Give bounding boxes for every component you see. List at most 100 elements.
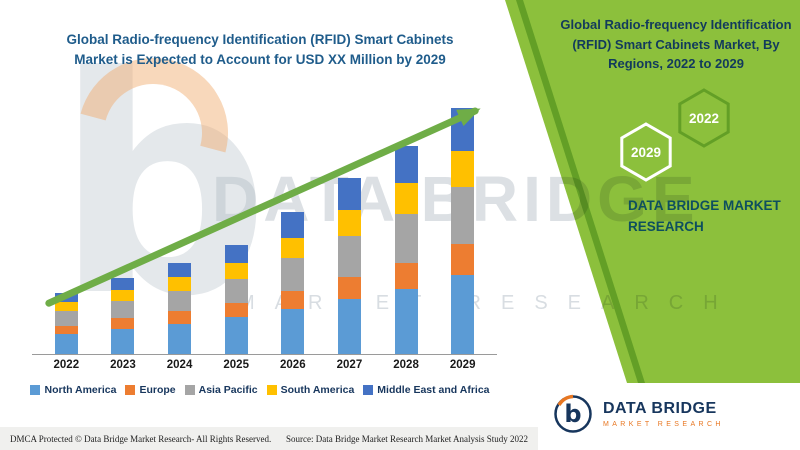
right-panel-title: Global Radio-frequency Identification (R… xyxy=(556,15,796,74)
legend-swatch xyxy=(125,385,136,395)
bar-column-2027 xyxy=(321,178,378,354)
bar-segment-asia-pacific xyxy=(111,301,135,319)
source-text: Source: Data Bridge Market Research Mark… xyxy=(286,433,528,444)
legend-label: Asia Pacific xyxy=(198,384,258,396)
bar-segment-north-america xyxy=(337,299,361,354)
bar-segment-middle-east-and-africa xyxy=(168,262,192,277)
bar-segment-north-america xyxy=(451,274,475,354)
bar-stack xyxy=(111,277,135,354)
bar-segment-asia-pacific xyxy=(394,213,418,263)
bar-stack xyxy=(168,262,192,354)
bar-segment-south-america xyxy=(281,238,305,259)
bar-segment-north-america xyxy=(111,328,135,354)
bar-segment-south-america xyxy=(111,290,135,302)
chart-title: Global Radio-frequency Identification (R… xyxy=(35,30,485,71)
bar-segment-south-america xyxy=(337,209,361,237)
legend-swatch xyxy=(30,385,41,395)
bar-segment-europe xyxy=(111,318,135,329)
x-axis-label: 2025 xyxy=(223,359,249,371)
bar-stack xyxy=(394,145,418,354)
legend-swatch xyxy=(363,385,374,395)
bar-segment-asia-pacific xyxy=(54,311,78,326)
bar-segment-south-america xyxy=(451,150,475,188)
chart-legend: North America Europe Asia Pacific South Ame… xyxy=(0,384,520,396)
bar-segment-north-america xyxy=(281,309,305,354)
bar-segment-asia-pacific xyxy=(168,291,192,312)
bar-column-2024 xyxy=(151,262,208,354)
x-axis-label: 2022 xyxy=(53,359,80,371)
bars-area xyxy=(38,98,491,354)
bar-segment-north-america xyxy=(224,317,248,354)
legend-label: North America xyxy=(44,384,117,396)
bar-stack xyxy=(337,178,361,354)
bar-column-2028 xyxy=(378,145,435,354)
dmca-text: DMCA Protected © Data Bridge Market Rese… xyxy=(10,433,272,444)
bar-segment-south-america xyxy=(168,276,192,291)
bar-segment-north-america xyxy=(394,288,418,354)
legend-label: Middle East and Africa xyxy=(377,384,490,396)
legend-label: Europe xyxy=(139,384,176,396)
bar-stack xyxy=(281,211,305,354)
x-axis-label: 2026 xyxy=(280,359,306,371)
logo-letter: b xyxy=(564,400,581,428)
legend-swatch xyxy=(266,385,277,395)
legend-item-middle-east-and-africa: Middle East and Africa xyxy=(363,384,490,396)
bar-column-2025 xyxy=(208,245,265,354)
bar-segment-europe xyxy=(337,276,361,300)
brand-text-line1: DATA BRIDGE MARKET xyxy=(628,198,781,213)
bar-segment-europe xyxy=(224,303,248,318)
logo-name: DATA BRIDGE xyxy=(603,400,717,417)
x-axis-labels: 2022 2023 2024 2025 2026 2027 2028 2029 xyxy=(32,359,497,371)
right-panel-title-line3: Regions, 2022 to 2029 xyxy=(608,56,744,71)
dbmr-logo: b DATA BRIDGE MARKET RESEARCH xyxy=(552,393,724,435)
bar-segment-south-america xyxy=(54,302,78,312)
legend-item-north-america: North America xyxy=(30,384,116,396)
bar-segment-europe xyxy=(168,311,192,324)
hexagon-2022 xyxy=(678,88,730,148)
stacked-bar-chart xyxy=(32,98,497,355)
bar-column-2026 xyxy=(265,211,322,354)
hexagon-badges: 2022 2029 xyxy=(620,88,730,182)
bar-segment-middle-east-and-africa xyxy=(281,211,305,239)
legend-item-asia-pacific: Asia Pacific xyxy=(184,384,258,396)
trend-arrow-line xyxy=(45,107,481,307)
logo-sub: MARKET RESEARCH xyxy=(603,421,724,428)
x-axis-label: 2028 xyxy=(393,359,419,371)
legend-item-south-america: South America xyxy=(266,384,354,396)
bar-segment-asia-pacific xyxy=(281,258,305,291)
brand-text-line2: RESEARCH xyxy=(628,218,704,234)
hexagon-2022-label: 2022 xyxy=(689,111,719,126)
logo-text: DATA BRIDGE MARKET RESEARCH xyxy=(603,400,724,428)
bar-segment-europe xyxy=(281,290,305,310)
bar-segment-asia-pacific xyxy=(451,187,475,245)
bar-segment-north-america xyxy=(168,323,192,354)
bar-segment-middle-east-and-africa xyxy=(394,145,418,184)
right-panel-title-line1: Global Radio-frequency Identification xyxy=(560,17,792,32)
bar-stack xyxy=(224,245,248,354)
legend-swatch xyxy=(184,385,195,395)
right-panel-title-line2: (RFID) Smart Cabinets Market, By xyxy=(572,36,780,52)
bar-segment-middle-east-and-africa xyxy=(111,277,135,290)
hexagon-2029 xyxy=(620,122,672,182)
x-axis-label: 2023 xyxy=(110,359,136,371)
footer-bar: DMCA Protected © Data Bridge Market Rese… xyxy=(0,427,538,450)
bar-column-2023 xyxy=(95,277,152,354)
bar-segment-europe xyxy=(394,262,418,289)
brand-text: DATA BRIDGE MARKET RESEARCH xyxy=(628,196,781,238)
chart-title-line2: Market is Expected to Account for USD XX… xyxy=(74,52,446,68)
trend-arrow xyxy=(45,107,481,307)
x-axis-label: 2029 xyxy=(449,359,476,371)
x-axis-label: 2024 xyxy=(166,359,193,371)
dbmr-logo-mark: b xyxy=(554,394,592,433)
bar-segment-asia-pacific xyxy=(224,278,248,304)
chart-title-line1: Global Radio-frequency Identification (R… xyxy=(66,32,454,47)
bar-segment-middle-east-and-africa xyxy=(337,178,361,210)
bar-segment-europe xyxy=(54,325,78,334)
bar-segment-asia-pacific xyxy=(337,236,361,277)
legend-item-europe: Europe xyxy=(125,384,176,396)
bar-segment-south-america xyxy=(224,262,248,279)
bar-segment-north-america xyxy=(54,333,78,354)
bar-segment-europe xyxy=(451,244,475,275)
hexagon-2029-label: 2029 xyxy=(631,145,661,160)
